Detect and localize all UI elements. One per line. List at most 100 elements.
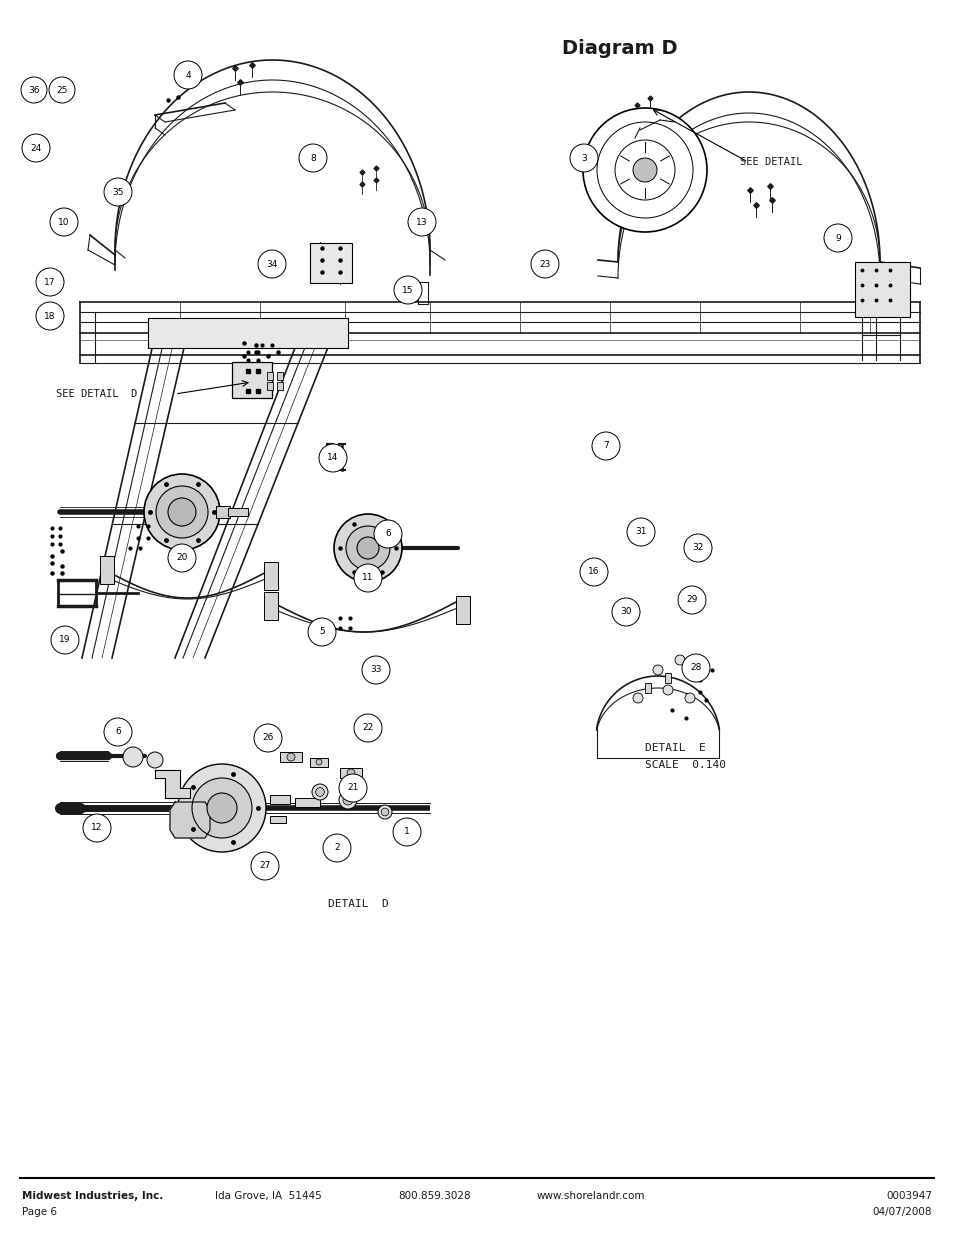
Text: SCALE  0.140: SCALE 0.140	[644, 760, 725, 769]
Text: 31: 31	[635, 527, 646, 536]
Text: 30: 30	[619, 608, 631, 616]
Circle shape	[178, 764, 266, 852]
Circle shape	[361, 656, 390, 684]
Circle shape	[683, 534, 711, 562]
Text: www.shorelandr.com: www.shorelandr.com	[537, 1191, 645, 1200]
Text: 04/07/2008: 04/07/2008	[872, 1207, 931, 1216]
Circle shape	[531, 249, 558, 278]
Circle shape	[662, 685, 672, 695]
Text: DETAIL  E: DETAIL E	[644, 743, 705, 753]
FancyBboxPatch shape	[339, 768, 361, 778]
FancyBboxPatch shape	[267, 382, 273, 390]
Text: 11: 11	[362, 573, 374, 583]
Polygon shape	[154, 769, 190, 798]
Text: 800.859.3028: 800.859.3028	[397, 1191, 470, 1200]
Text: 27: 27	[259, 862, 271, 871]
Circle shape	[315, 760, 322, 764]
FancyBboxPatch shape	[310, 758, 328, 767]
Circle shape	[168, 543, 195, 572]
Circle shape	[36, 268, 64, 296]
Circle shape	[251, 852, 278, 881]
Text: 12: 12	[91, 824, 103, 832]
Text: 23: 23	[538, 259, 550, 268]
Circle shape	[377, 805, 392, 819]
Circle shape	[684, 693, 695, 703]
FancyBboxPatch shape	[276, 372, 283, 380]
FancyBboxPatch shape	[276, 382, 283, 390]
Text: 9: 9	[834, 233, 840, 242]
Circle shape	[381, 808, 389, 816]
Circle shape	[678, 585, 705, 614]
Text: 24: 24	[30, 143, 42, 152]
Text: 22: 22	[362, 724, 374, 732]
Text: 36: 36	[29, 85, 40, 95]
Text: Ida Grove, IA  51445: Ida Grove, IA 51445	[214, 1191, 321, 1200]
Circle shape	[287, 753, 294, 761]
Circle shape	[582, 107, 706, 232]
Circle shape	[408, 207, 436, 236]
Circle shape	[323, 834, 351, 862]
Text: 32: 32	[692, 543, 703, 552]
Circle shape	[354, 564, 381, 592]
Text: 19: 19	[59, 636, 71, 645]
Text: SEE DETAIL: SEE DETAIL	[740, 157, 801, 167]
Circle shape	[393, 818, 420, 846]
Circle shape	[253, 724, 282, 752]
Text: 5: 5	[319, 627, 325, 636]
Circle shape	[51, 626, 79, 655]
Text: 15: 15	[402, 285, 414, 294]
Circle shape	[633, 158, 657, 182]
Circle shape	[308, 618, 335, 646]
Circle shape	[156, 487, 208, 538]
Circle shape	[36, 303, 64, 330]
FancyBboxPatch shape	[228, 508, 248, 516]
FancyBboxPatch shape	[232, 362, 272, 398]
FancyBboxPatch shape	[215, 506, 230, 517]
FancyBboxPatch shape	[280, 752, 302, 762]
Circle shape	[147, 752, 163, 768]
Text: 26: 26	[262, 734, 274, 742]
Circle shape	[675, 655, 684, 664]
Text: 13: 13	[416, 217, 427, 226]
Text: 21: 21	[347, 783, 358, 793]
Text: 35: 35	[112, 188, 124, 196]
Text: 0003947: 0003947	[885, 1191, 931, 1200]
FancyBboxPatch shape	[100, 556, 113, 584]
Text: 4: 4	[185, 70, 191, 79]
Text: Midwest Industries, Inc.: Midwest Industries, Inc.	[22, 1191, 163, 1200]
Circle shape	[343, 795, 353, 805]
FancyBboxPatch shape	[267, 372, 273, 380]
Text: 18: 18	[44, 311, 55, 321]
Circle shape	[257, 249, 286, 278]
Circle shape	[612, 598, 639, 626]
Circle shape	[347, 769, 355, 777]
FancyBboxPatch shape	[270, 795, 290, 804]
FancyBboxPatch shape	[264, 562, 277, 590]
Text: 16: 16	[588, 568, 599, 577]
Circle shape	[21, 77, 47, 103]
Circle shape	[394, 275, 421, 304]
Text: 1: 1	[404, 827, 410, 836]
FancyBboxPatch shape	[270, 816, 286, 823]
Text: SEE DETAIL  D: SEE DETAIL D	[56, 389, 137, 399]
Circle shape	[192, 778, 252, 839]
Circle shape	[168, 498, 195, 526]
FancyBboxPatch shape	[664, 673, 670, 683]
Circle shape	[104, 718, 132, 746]
Text: 10: 10	[58, 217, 70, 226]
Circle shape	[318, 445, 347, 472]
Circle shape	[374, 520, 401, 548]
Circle shape	[681, 655, 709, 682]
Text: 34: 34	[266, 259, 277, 268]
FancyBboxPatch shape	[854, 262, 909, 317]
Text: 20: 20	[176, 553, 188, 562]
Circle shape	[49, 77, 75, 103]
Text: Diagram D: Diagram D	[561, 38, 677, 58]
Text: 33: 33	[370, 666, 381, 674]
Polygon shape	[170, 802, 210, 839]
Circle shape	[22, 135, 50, 162]
Circle shape	[315, 788, 324, 797]
Text: DETAIL  D: DETAIL D	[328, 899, 388, 909]
Circle shape	[298, 144, 327, 172]
Circle shape	[173, 61, 202, 89]
